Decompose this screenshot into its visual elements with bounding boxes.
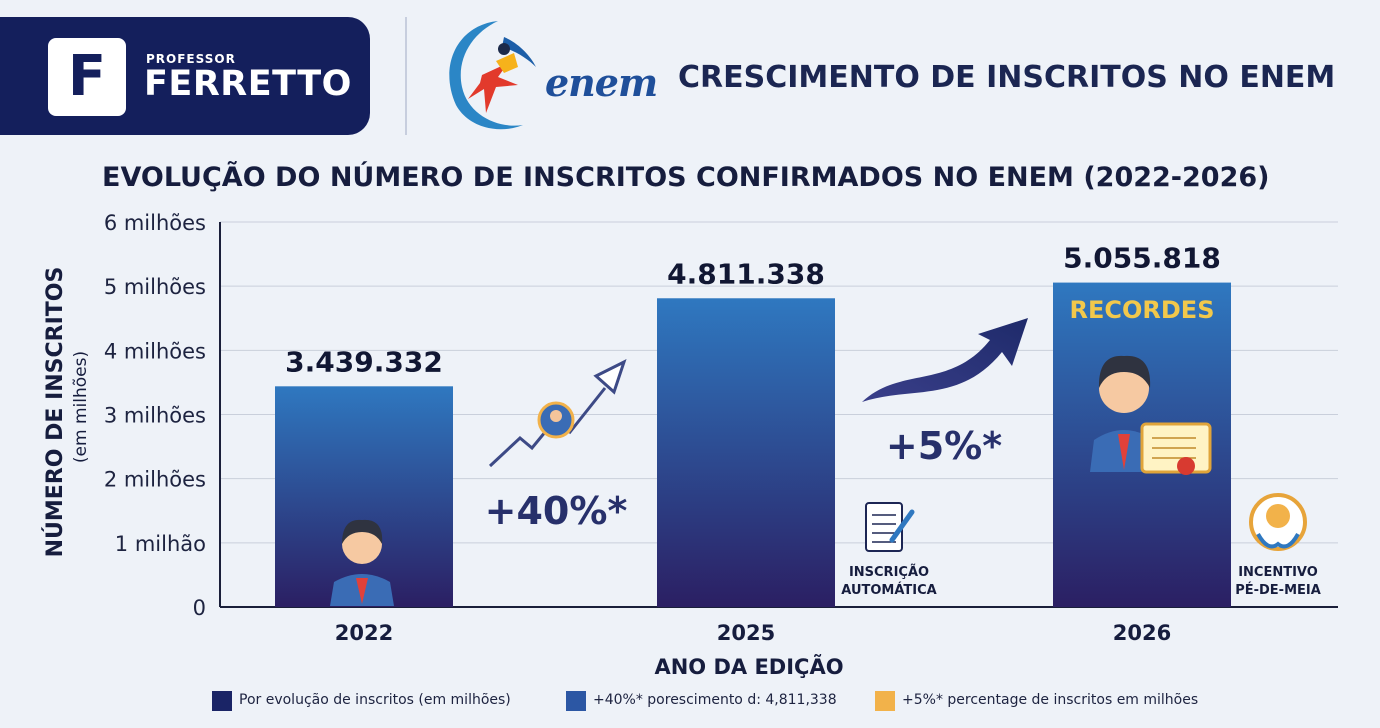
person-tie-icon bbox=[356, 578, 368, 604]
header-title: CRESCIMENTO DE INSCRITOS NO ENEM bbox=[678, 60, 1336, 95]
labels-layer: 0 1 milhão 2 milhões 3 milhões 4 milhões 5 mi… bbox=[42, 211, 1321, 679]
y-tick-label: 2 milhões bbox=[104, 468, 206, 492]
brand-name: FERRETTO bbox=[144, 64, 352, 104]
person-head-icon bbox=[342, 524, 382, 564]
brand-logo: F bbox=[48, 38, 126, 116]
decorations bbox=[330, 318, 1307, 606]
coin-inner-icon bbox=[1266, 504, 1290, 528]
logo-letter: F bbox=[67, 44, 107, 109]
brand-subtitle: PROFESSOR bbox=[146, 52, 236, 66]
x-tick-label: 2022 bbox=[335, 621, 393, 645]
graduate-hair-icon bbox=[1098, 355, 1151, 388]
automatic-label-line2: AUTOMÁTICA bbox=[841, 582, 936, 598]
automatic-label-line1: INSCRIÇÃO bbox=[849, 564, 929, 580]
bar-value-label: 5.055.818 bbox=[1063, 242, 1221, 275]
y-tick-label: 1 milhão bbox=[115, 532, 206, 556]
legend-swatch bbox=[212, 691, 232, 711]
growth-arrow-icon bbox=[488, 387, 607, 468]
x-tick-label: 2026 bbox=[1113, 621, 1171, 645]
big-growth-arrow-icon bbox=[862, 318, 1028, 402]
header-divider bbox=[405, 17, 407, 135]
graduate-head-icon bbox=[1099, 363, 1149, 413]
hands-icon bbox=[1256, 532, 1300, 549]
y-tick-label: 6 milhões bbox=[104, 211, 206, 235]
document-icon bbox=[865, 502, 903, 552]
enem-swirl-logo bbox=[449, 21, 536, 130]
pen-icon bbox=[889, 509, 915, 543]
legend-swatch bbox=[875, 691, 895, 711]
enem-logo-text: enem bbox=[545, 60, 658, 105]
legend: Por evolução de inscritos (em milhões) +4… bbox=[0, 689, 1380, 713]
incentive-label-line2: PÉ-DE-MEIA bbox=[1235, 582, 1321, 598]
growth-annotation-1: +40%* bbox=[485, 489, 628, 533]
incentive-label-line1: INCENTIVO bbox=[1238, 565, 1318, 580]
bar-2025 bbox=[657, 298, 835, 607]
bar-value-label: 4.811.338 bbox=[667, 257, 825, 290]
y-tick-label: 3 milhões bbox=[104, 404, 206, 428]
y-tick-label: 0 bbox=[193, 596, 206, 620]
y-axis-sublabel: (em milhões) bbox=[71, 351, 91, 463]
growth-arrowhead-icon bbox=[593, 359, 627, 395]
bar-value-label: 3.439.332 bbox=[285, 345, 443, 378]
y-axis-label: NÚMERO DE INSCRITOS bbox=[42, 267, 68, 558]
record-label: RECORDES bbox=[1070, 296, 1215, 324]
legend-swatch bbox=[566, 691, 586, 711]
certificate-seal-icon bbox=[1177, 457, 1195, 475]
bars-layer bbox=[275, 282, 1231, 607]
legend-label: Por evolução de inscritos (em milhões) bbox=[239, 692, 511, 708]
legend-label: +5%* percentage de inscritos em milhões bbox=[902, 692, 1199, 708]
x-tick-label: 2025 bbox=[717, 621, 775, 645]
y-tick-label: 4 milhões bbox=[104, 339, 206, 363]
person-hair-icon bbox=[342, 519, 383, 544]
bar-2022 bbox=[275, 386, 453, 607]
graduate-tie-icon bbox=[1118, 434, 1130, 470]
chart-title: EVOLUÇÃO DO NÚMERO DE INSCRITOS CONFIRMA… bbox=[102, 162, 1270, 193]
y-tick-label: 5 milhões bbox=[104, 275, 206, 299]
legend-label: +40%* porescimento d: 4,811,338 bbox=[593, 692, 837, 708]
growth-annotation-2: +5%* bbox=[886, 424, 1002, 468]
x-axis-label: ANO DA EDIÇÃO bbox=[654, 654, 843, 679]
badge-face-icon bbox=[550, 410, 562, 422]
